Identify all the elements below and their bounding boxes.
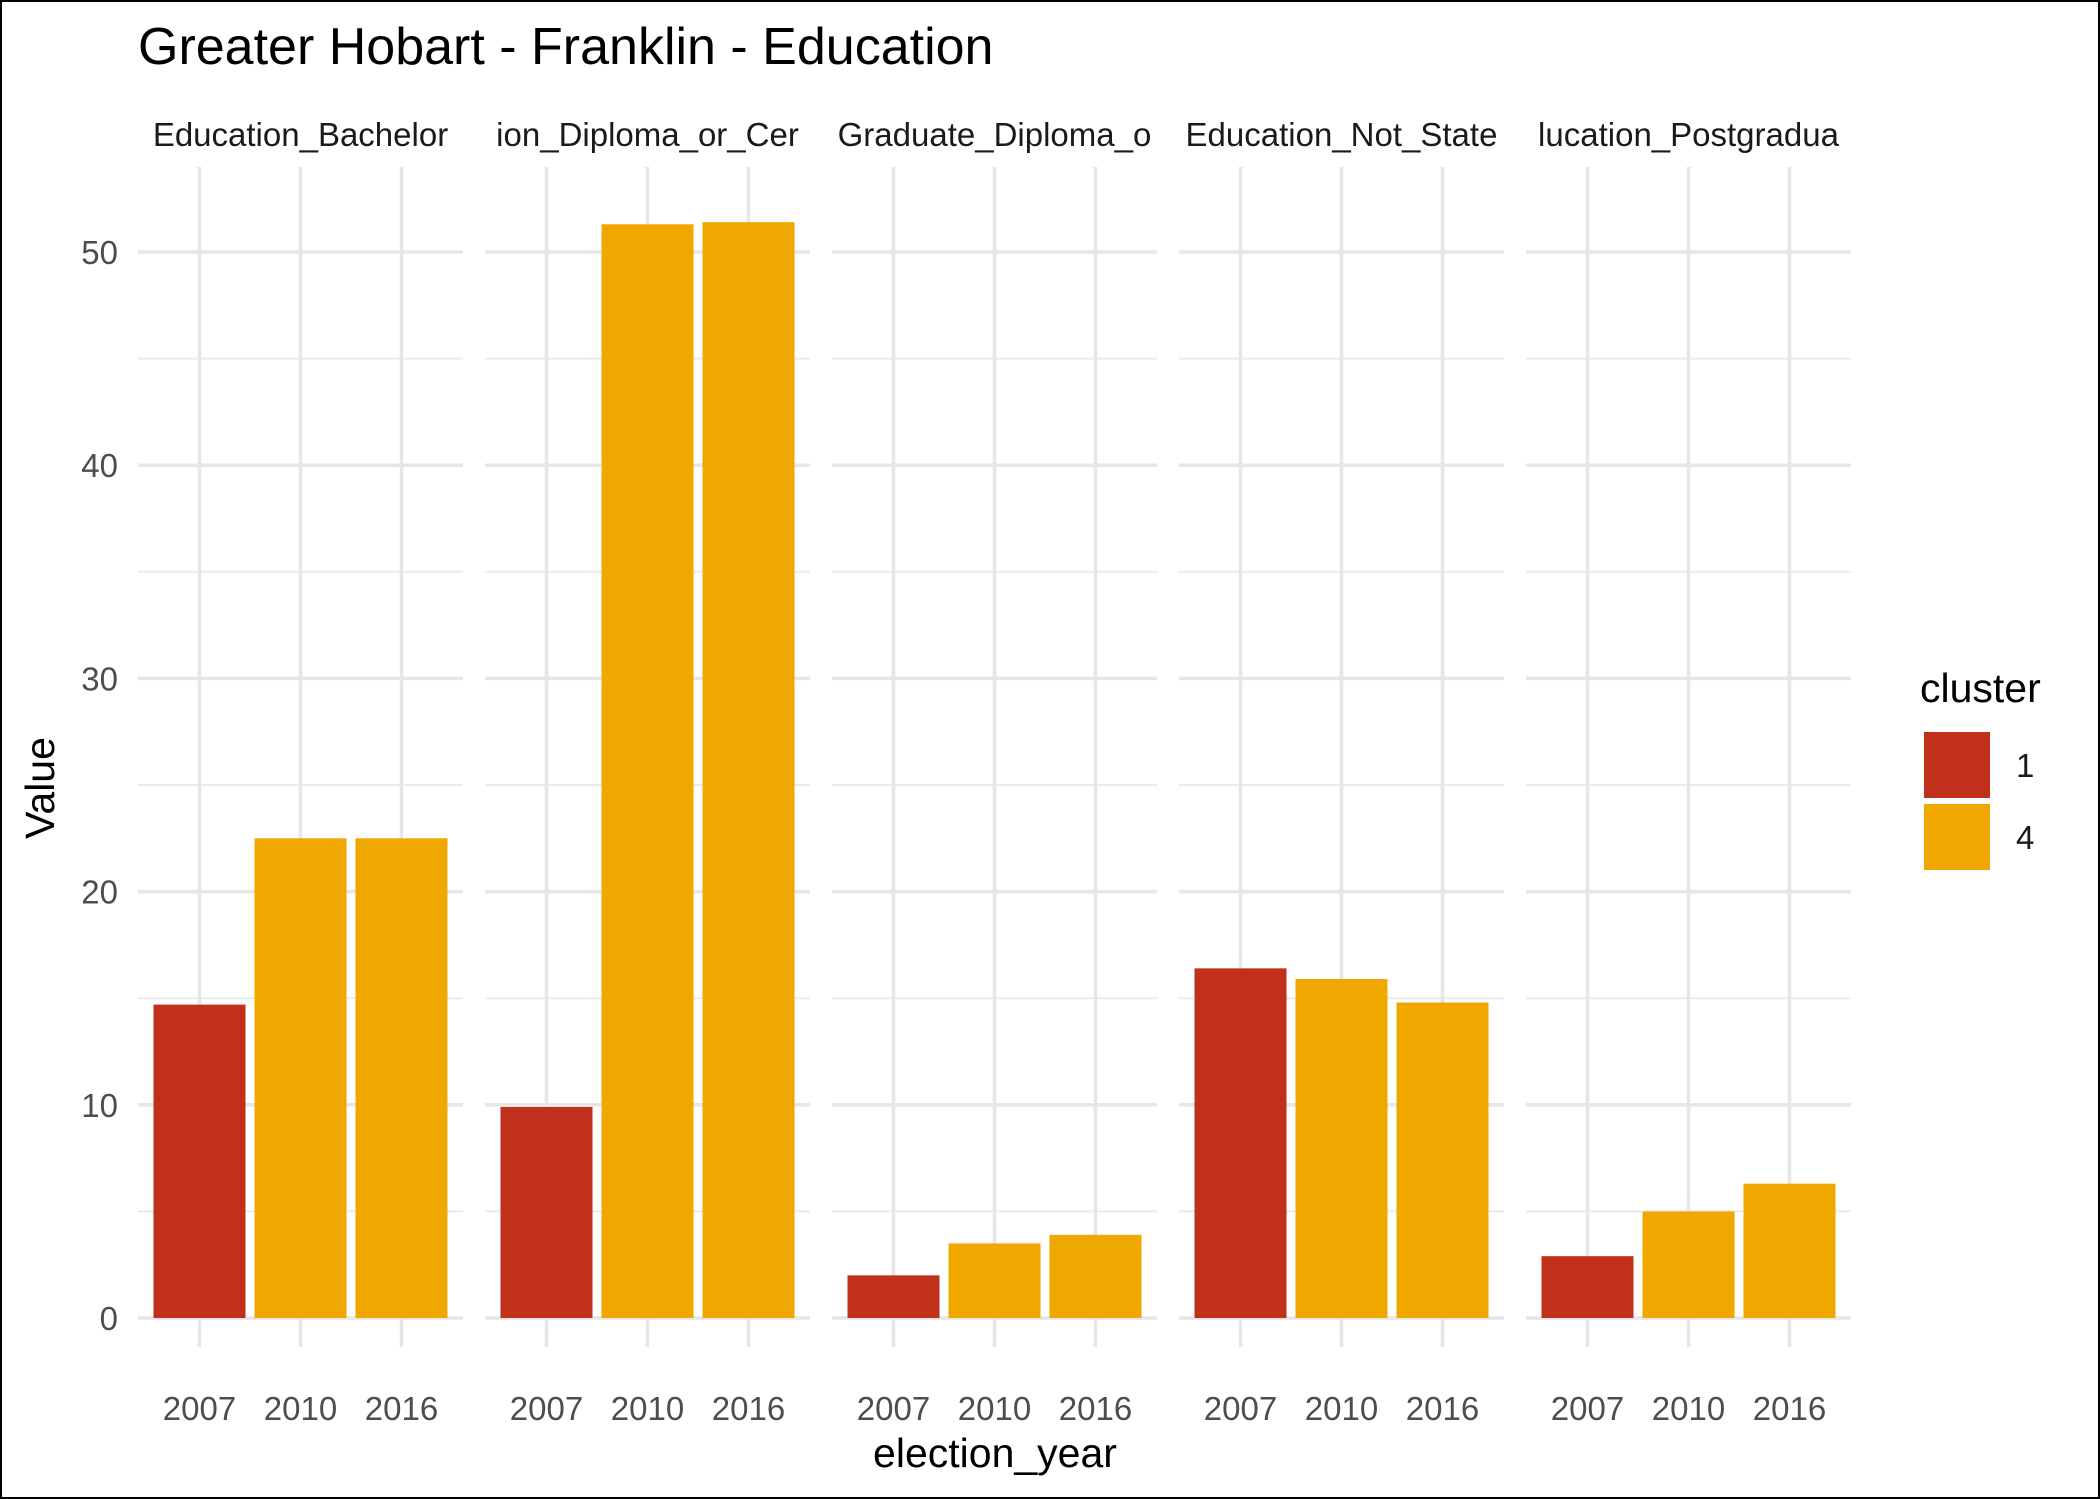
bar bbox=[1541, 1256, 1634, 1318]
bar bbox=[1295, 979, 1388, 1318]
x-tick-label: 2007 bbox=[163, 1390, 236, 1427]
legend-label: 4 bbox=[2016, 819, 2034, 856]
x-tick-label: 2016 bbox=[1406, 1390, 1479, 1427]
bar bbox=[355, 838, 448, 1318]
y-tick-label: 10 bbox=[81, 1087, 118, 1124]
facet-strip-label: lucation_Postgradua bbox=[1538, 116, 1840, 153]
bar bbox=[847, 1275, 940, 1318]
bar bbox=[1396, 1002, 1489, 1318]
bar bbox=[254, 838, 347, 1318]
facet-strip-label: Education_Not_State bbox=[1186, 116, 1498, 153]
bar bbox=[1642, 1211, 1735, 1318]
bar bbox=[153, 1004, 246, 1318]
legend-title: cluster bbox=[1920, 665, 2041, 711]
y-tick-label: 20 bbox=[81, 874, 118, 911]
legend-key bbox=[1924, 732, 1990, 798]
x-tick-label: 2016 bbox=[365, 1390, 438, 1427]
x-tick-label: 2010 bbox=[611, 1390, 684, 1427]
bar bbox=[1194, 968, 1287, 1318]
y-tick-label: 40 bbox=[81, 447, 118, 484]
bar-layer bbox=[153, 222, 1836, 1319]
x-tick-label: 2016 bbox=[712, 1390, 785, 1427]
facet-strip-label: Education_Bachelor bbox=[153, 116, 448, 153]
x-axis-title: election_year bbox=[873, 1430, 1117, 1476]
y-axis-title: Value bbox=[17, 737, 63, 839]
x-tick-label: 2016 bbox=[1753, 1390, 1826, 1427]
bar bbox=[948, 1243, 1041, 1318]
x-tick-label: 2007 bbox=[510, 1390, 583, 1427]
y-tick-label: 50 bbox=[81, 234, 118, 271]
x-tick-label: 2007 bbox=[1551, 1390, 1624, 1427]
bar bbox=[702, 222, 795, 1319]
x-tick-label: 2016 bbox=[1059, 1390, 1132, 1427]
bar bbox=[601, 224, 694, 1319]
bar bbox=[1049, 1234, 1142, 1318]
x-tick-label: 2010 bbox=[958, 1390, 1031, 1427]
chart-title: Greater Hobart - Franklin - Education bbox=[138, 18, 993, 76]
legend-key bbox=[1924, 804, 1990, 870]
bar bbox=[500, 1106, 593, 1318]
y-tick-label: 0 bbox=[100, 1300, 118, 1337]
bar bbox=[1743, 1183, 1836, 1318]
legend: 14 bbox=[1924, 732, 2034, 870]
x-tick-label: 2007 bbox=[1204, 1390, 1277, 1427]
y-tick-label: 30 bbox=[81, 660, 118, 697]
x-tick-label: 2010 bbox=[1305, 1390, 1378, 1427]
x-tick-label: 2010 bbox=[1652, 1390, 1725, 1427]
legend-label: 1 bbox=[2016, 747, 2034, 784]
facet-strip-label: ion_Diploma_or_Cer bbox=[496, 116, 799, 153]
x-tick-label: 2010 bbox=[264, 1390, 337, 1427]
x-tick-label: 2007 bbox=[857, 1390, 930, 1427]
facet-strip-label: Graduate_Diploma_o bbox=[838, 116, 1152, 153]
text-layer: Greater Hobart - Franklin - Education el… bbox=[17, 18, 2041, 1476]
